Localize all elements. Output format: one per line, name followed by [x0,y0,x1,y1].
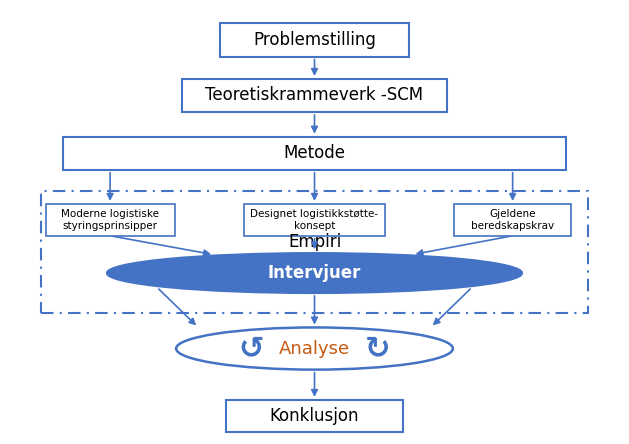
Text: Metode: Metode [284,144,345,162]
Text: Problemstilling: Problemstilling [253,31,376,49]
Ellipse shape [107,253,522,293]
FancyBboxPatch shape [63,137,566,170]
Text: Designet logistikkstøtte-
konsept: Designet logistikkstøtte- konsept [250,209,379,230]
Text: ↻: ↻ [365,334,390,363]
Text: ↺: ↺ [239,334,264,363]
Ellipse shape [176,328,453,369]
FancyBboxPatch shape [244,204,386,236]
Text: Teoretiskrammeverk -SCM: Teoretiskrammeverk -SCM [206,87,423,104]
Text: Intervjuer: Intervjuer [268,264,361,282]
Text: Analyse: Analyse [279,340,350,357]
FancyBboxPatch shape [182,79,447,112]
Text: Gjeldene
beredskapskrav: Gjeldene beredskapskrav [471,209,554,230]
Text: Konklusjon: Konklusjon [270,407,359,425]
FancyBboxPatch shape [220,24,409,56]
FancyBboxPatch shape [46,204,174,236]
FancyBboxPatch shape [226,400,403,432]
FancyBboxPatch shape [454,204,571,236]
Text: Empiri: Empiri [288,233,341,251]
Text: Moderne logistiske
styringsprinsipper: Moderne logistiske styringsprinsipper [61,209,159,230]
